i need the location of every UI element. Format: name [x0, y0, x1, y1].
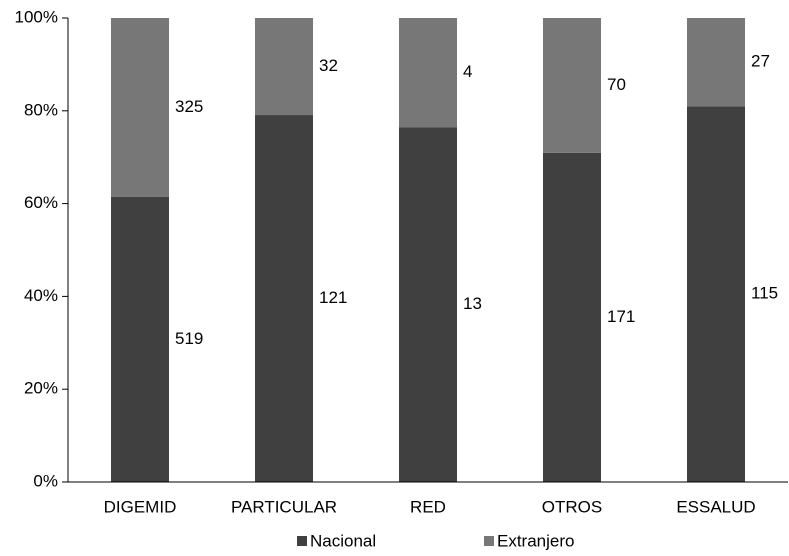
data-label: 32 [319, 56, 338, 75]
y-tick-label: 0% [33, 471, 58, 490]
data-label: 171 [607, 307, 635, 326]
y-tick-label: 100% [15, 7, 58, 26]
data-label: 27 [751, 52, 770, 71]
data-label: 115 [751, 284, 778, 303]
bar-segment [687, 18, 745, 107]
data-label: 519 [175, 329, 203, 348]
y-tick-label: 80% [24, 100, 58, 119]
bar-segment [111, 18, 169, 197]
x-tick-label: DIGEMID [104, 497, 177, 516]
legend-swatch [484, 536, 494, 546]
data-label: 121 [319, 288, 347, 307]
y-tick-label: 40% [24, 286, 58, 305]
bar-segment [111, 196, 169, 483]
legend-label: Extranjero [497, 531, 574, 550]
legend-swatch [297, 536, 307, 546]
y-tick-label: 60% [24, 193, 58, 212]
legend-label: Nacional [310, 531, 376, 550]
x-tick-label: OTROS [542, 497, 602, 516]
data-label: 325 [175, 97, 203, 116]
x-tick-label: ESSALUD [676, 497, 755, 516]
bar-segment [399, 18, 457, 128]
bar-segment [255, 115, 313, 483]
y-tick-label: 20% [24, 379, 58, 398]
x-tick-label: RED [410, 497, 446, 516]
data-label: 70 [607, 75, 626, 94]
bar-segment [687, 106, 745, 483]
bar-segment [543, 152, 601, 482]
x-tick-label: PARTICULAR [231, 497, 337, 516]
bar-segment [399, 127, 457, 483]
bar-segment [255, 18, 313, 116]
bar-segment [543, 18, 601, 153]
data-label: 4 [463, 62, 472, 81]
data-label: 13 [463, 294, 482, 313]
